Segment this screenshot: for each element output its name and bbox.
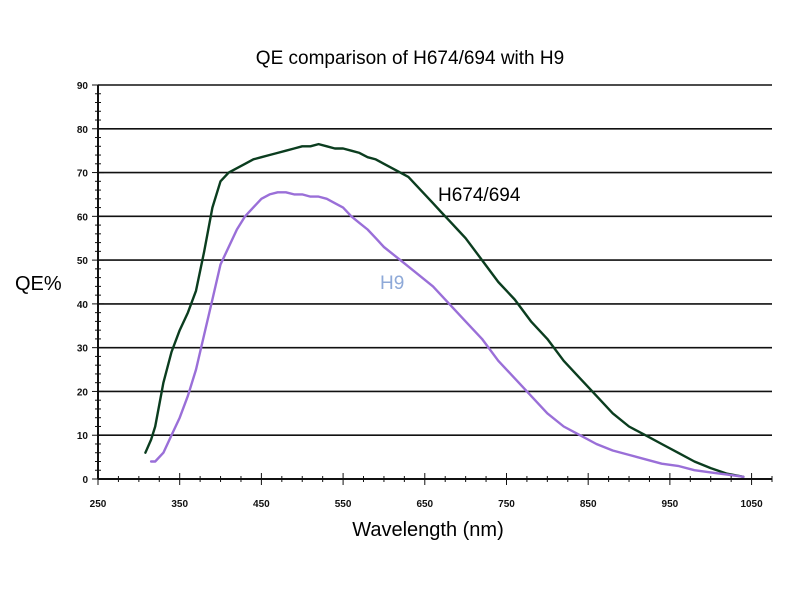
- y-tick-label: 50: [77, 256, 89, 267]
- grid-lines: [98, 84, 772, 437]
- series-label-h9: H9: [380, 273, 404, 294]
- y-tick-label: 70: [77, 169, 89, 180]
- y-tick-label: 10: [77, 431, 89, 442]
- series-line-1: [149, 191, 745, 478]
- y-axis-label: QE%: [15, 273, 62, 295]
- y-tick-label: 30: [77, 344, 89, 355]
- y-tick-label: 40: [77, 300, 89, 311]
- series-layer: [144, 142, 745, 478]
- axes: [92, 84, 773, 485]
- y-tick-label: 0: [82, 475, 88, 486]
- x-tick-label: 750: [498, 499, 515, 510]
- x-tick-label: 950: [662, 499, 679, 510]
- chart-title: QE comparison of H674/694 with H9: [256, 48, 564, 69]
- series-line-0: [144, 142, 745, 478]
- x-tick-label: 250: [90, 499, 107, 510]
- y-tick-label: 90: [77, 81, 89, 92]
- x-axis-label: Wavelength (nm): [352, 519, 504, 541]
- y-tick-label: 60: [77, 212, 89, 223]
- x-tick-label: 550: [335, 499, 352, 510]
- x-tick-label: 650: [416, 499, 433, 510]
- y-tick-label: 20: [77, 387, 89, 398]
- y-tick-label: 80: [77, 125, 89, 136]
- x-tick-label: 850: [580, 499, 597, 510]
- x-tick-label: 450: [253, 499, 270, 510]
- tick-labels: 0 10 20 30 40 50 60 70 80 90 250 350 450 550 650 750 850…: [77, 81, 763, 510]
- series-label-h674-694: H674/694: [438, 185, 521, 206]
- x-tick-label: 1050: [740, 499, 763, 510]
- x-tick-label: 350: [171, 499, 188, 510]
